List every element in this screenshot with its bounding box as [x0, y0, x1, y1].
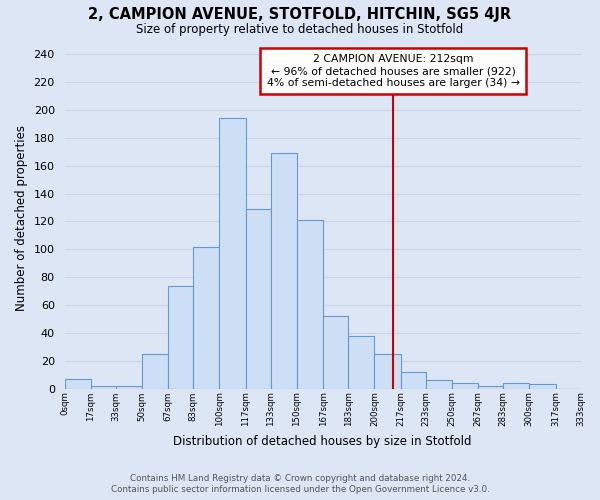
Bar — [348, 336, 374, 388]
Bar — [401, 372, 425, 388]
Text: 2 CAMPION AVENUE: 212sqm
← 96% of detached houses are smaller (922)
4% of semi-d: 2 CAMPION AVENUE: 212sqm ← 96% of detach… — [266, 54, 520, 88]
Bar — [297, 220, 323, 388]
X-axis label: Distribution of detached houses by size in Stotfold: Distribution of detached houses by size … — [173, 434, 472, 448]
Bar — [246, 209, 271, 388]
Bar — [65, 379, 91, 388]
Bar — [323, 316, 348, 388]
Bar — [116, 386, 142, 388]
Bar — [193, 246, 220, 388]
Bar — [220, 118, 246, 388]
Bar — [91, 386, 116, 388]
Y-axis label: Number of detached properties: Number of detached properties — [15, 125, 28, 311]
Bar — [142, 354, 169, 388]
Bar — [452, 383, 478, 388]
Text: 2, CAMPION AVENUE, STOTFOLD, HITCHIN, SG5 4JR: 2, CAMPION AVENUE, STOTFOLD, HITCHIN, SG… — [88, 8, 512, 22]
Text: Contains HM Land Registry data © Crown copyright and database right 2024.
Contai: Contains HM Land Registry data © Crown c… — [110, 474, 490, 494]
Bar — [425, 380, 452, 388]
Bar — [478, 386, 503, 388]
Text: Size of property relative to detached houses in Stotfold: Size of property relative to detached ho… — [136, 22, 464, 36]
Bar — [271, 154, 297, 388]
Bar — [169, 286, 193, 389]
Bar — [503, 383, 529, 388]
Bar — [529, 384, 556, 388]
Bar — [374, 354, 401, 388]
